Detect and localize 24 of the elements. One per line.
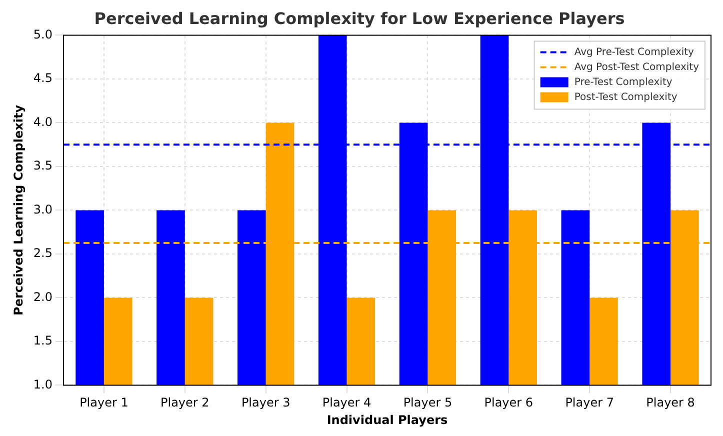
chart-title: Perceived Learning Complexity for Low Experience Players [94,8,625,28]
x-tick-label: Player 3 [241,396,290,410]
x-tick-label: Player 7 [565,396,614,410]
y-tick-label: 3.5 [33,158,52,173]
y-tick-label: 4.5 [33,71,52,86]
y-tick-label: 2.5 [33,246,52,260]
y-tick-label: 4.0 [33,114,52,129]
x-axis-title: Individual Players [326,412,448,427]
x-tick-label: Player 8 [646,396,695,410]
x-tick-label: Player 6 [484,396,534,410]
legend-label: Avg Post-Test Complexity [574,62,700,73]
y-axis-title: Perceived Learning Complexity [11,104,26,316]
y-tick-label: 1.5 [33,334,52,348]
y-tick-label: 2.0 [33,290,52,304]
x-tick-label: Player 4 [322,396,372,410]
legend-label: Post-Test Complexity [574,92,678,103]
x-tick-label: Player 2 [160,396,210,410]
y-tick-label: 5.0 [33,27,52,42]
legend-label: Pre-Test Complexity [574,76,672,88]
y-tick-label: 1.0 [33,377,52,392]
x-tick-label: Player 5 [403,396,452,410]
y-tick-label: 3.0 [33,202,52,216]
x-tick-label: Player 1 [80,396,128,410]
legend-label: Avg Pre-Test Complexity [574,46,694,58]
